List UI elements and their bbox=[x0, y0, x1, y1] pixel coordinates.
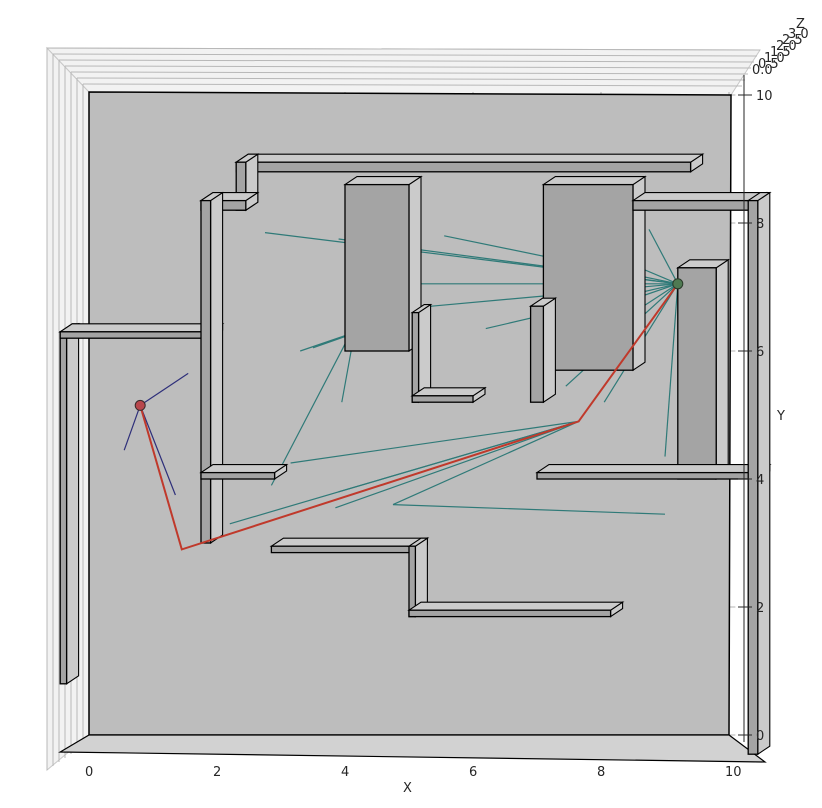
obstacle-inner-left bbox=[199, 191, 225, 545]
wall-back-face bbox=[58, 323, 225, 333]
pane-layer-line bbox=[58, 59, 755, 63]
z-axis-label: Z bbox=[796, 17, 805, 32]
obstacle-small-ledge bbox=[410, 386, 487, 404]
planned-path bbox=[139, 283, 679, 551]
y-tick-label: 6 bbox=[756, 345, 764, 360]
x-tick-label: 2 bbox=[213, 765, 221, 780]
z-tick-label: 0.0 bbox=[752, 63, 773, 78]
markers bbox=[134, 278, 684, 411]
obstacle-right-shelf bbox=[535, 463, 772, 481]
teal-ray bbox=[270, 331, 352, 486]
navy-ray bbox=[139, 405, 176, 496]
tick-labels: 0 2 4 6 8 10 0 2 4 6 8 10 0.00.51.01.52.02.53.0 bbox=[85, 27, 809, 780]
y-axis-label: Y bbox=[776, 409, 785, 424]
x-tick-label: 4 bbox=[341, 765, 349, 780]
wall-back-face bbox=[535, 464, 772, 474]
x-tick-label: 10 bbox=[725, 765, 742, 780]
wall-front-face bbox=[59, 331, 212, 339]
pane-layer-line bbox=[64, 65, 752, 69]
wall-front-face bbox=[235, 161, 692, 173]
wall-front-face bbox=[344, 183, 410, 352]
wall-front-face bbox=[59, 331, 68, 685]
wall-back-face bbox=[541, 176, 647, 186]
obstacle-mid-shelf bbox=[269, 537, 430, 554]
wall-side-face bbox=[66, 322, 80, 685]
obstacle-thin-post-b bbox=[528, 297, 558, 404]
wall-front-face bbox=[200, 199, 212, 544]
wall-side-face bbox=[210, 191, 224, 545]
x-axis-label: X bbox=[403, 781, 412, 796]
x-tick-label: 6 bbox=[469, 765, 477, 780]
obstacle-right-block bbox=[675, 258, 731, 481]
z-tick-label: 0.5 bbox=[758, 57, 779, 72]
teal-ray bbox=[392, 504, 666, 515]
wall-front-face bbox=[747, 199, 759, 755]
path-line bbox=[139, 283, 679, 551]
obstacle-left-outer bbox=[58, 322, 81, 685]
obstacle-right-outer bbox=[746, 191, 772, 756]
goal-marker bbox=[672, 278, 684, 290]
teal-ray bbox=[648, 229, 679, 285]
wall-side-face bbox=[715, 258, 729, 481]
y-tick-label: 10 bbox=[756, 89, 773, 104]
pane-layer-line bbox=[46, 47, 761, 51]
z-tick-label: 3.0 bbox=[788, 27, 809, 42]
wall-back-face bbox=[234, 153, 705, 163]
z-tick-label: 2.0 bbox=[776, 39, 797, 54]
wall-front-face bbox=[408, 609, 612, 618]
pane-layer-line bbox=[52, 53, 758, 57]
y-tick-label: 8 bbox=[756, 217, 764, 232]
teal-ray bbox=[392, 420, 579, 506]
z-tick-label: 1.0 bbox=[764, 51, 785, 66]
wall-front-face bbox=[200, 471, 276, 480]
obstacle-walls bbox=[58, 153, 772, 756]
wall-front-face bbox=[411, 311, 420, 403]
obstacle-mid-left-shelf bbox=[199, 463, 289, 481]
z-tick-label: 2.5 bbox=[782, 33, 803, 48]
wall-back-face bbox=[269, 537, 430, 547]
pane-layer-line bbox=[82, 83, 743, 87]
y-tick-label: 4 bbox=[756, 473, 764, 488]
floor-front-edge bbox=[58, 734, 767, 763]
obstacle-tall-block-b bbox=[541, 175, 647, 372]
obstacle-left-ledge bbox=[58, 322, 225, 340]
pane-layer-line bbox=[76, 77, 746, 81]
wall-back-face bbox=[407, 601, 625, 611]
y-tick-label: 2 bbox=[756, 601, 764, 616]
obstacle-lower-shelf bbox=[407, 601, 625, 618]
obstacle-right-top-bar bbox=[631, 191, 769, 212]
wall-front-face bbox=[536, 471, 759, 480]
teal-ray bbox=[290, 420, 579, 464]
wall-front-face bbox=[529, 305, 545, 403]
navy-ray bbox=[123, 405, 141, 451]
obstacle-thin-post bbox=[410, 303, 433, 404]
teal-ray bbox=[338, 420, 579, 493]
obstacle-top-bar bbox=[234, 153, 705, 173]
teal-ray bbox=[664, 283, 679, 457]
obstacle-tall-block-a bbox=[343, 175, 423, 353]
wall-front-face bbox=[411, 395, 474, 403]
wall-back-face bbox=[631, 192, 769, 202]
wall-back-face bbox=[199, 464, 289, 474]
x-tick-label: 0 bbox=[85, 765, 93, 780]
pane-layer-line bbox=[70, 71, 749, 75]
wall-front-face bbox=[677, 267, 717, 480]
start-marker bbox=[134, 399, 146, 411]
navy-ray bbox=[139, 372, 189, 406]
wall-front-face bbox=[632, 199, 756, 211]
z-tick-label: 1.5 bbox=[770, 45, 791, 60]
wall-side-face bbox=[542, 297, 556, 404]
y-tick-label: 0 bbox=[756, 729, 764, 744]
teal-ray bbox=[335, 420, 579, 509]
wall-back-face bbox=[343, 176, 423, 186]
x-tick-label: 8 bbox=[597, 765, 605, 780]
wall-back-face bbox=[410, 387, 487, 397]
wall-front-face bbox=[542, 183, 634, 371]
wall-front-face bbox=[270, 545, 417, 554]
